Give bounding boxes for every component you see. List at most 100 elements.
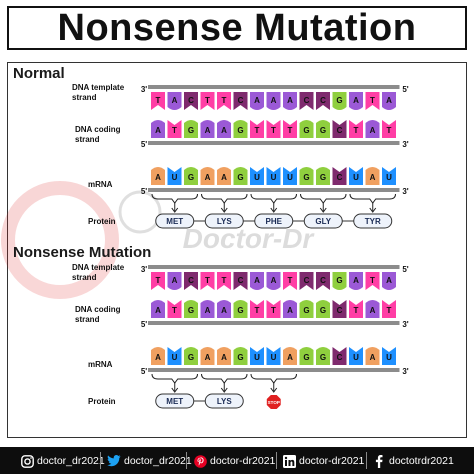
mutant-coding-base-G — [316, 300, 330, 318]
mutant-template-base-C — [233, 272, 248, 290]
mutant-coding-base-A — [283, 300, 297, 318]
normal-coding-base-letter: A — [221, 126, 227, 135]
normal-template-base-letter: A — [254, 96, 260, 105]
linkedin-icon — [282, 454, 296, 468]
normal-template-base-letter: C — [320, 96, 326, 105]
normal-mrna-base-letter: G — [188, 173, 194, 182]
normal-mrna-base-letter: A — [155, 173, 161, 182]
normal-template-base-C — [233, 92, 248, 110]
normal-template-backbone — [148, 85, 400, 89]
stop-sign-label: STOP — [268, 400, 280, 405]
mutant-mrna-base-letter: U — [254, 353, 260, 362]
mutant-template-right-end: 5' — [402, 265, 408, 274]
normal-template-base-letter: A — [386, 96, 392, 105]
mutant-coding-base-letter: G — [188, 306, 194, 315]
normal-template-base-letter: A — [271, 96, 277, 105]
footer-divider — [366, 452, 367, 469]
mutant-mrna-base-letter: U — [271, 353, 277, 362]
mutant-template-base-letter: C — [304, 276, 310, 285]
normal-coding-right-end: 3' — [402, 140, 408, 149]
mutant-template-base-A — [250, 272, 264, 290]
normal-template-label: strand — [72, 93, 97, 102]
normal-mrna-base-letter: C — [337, 173, 343, 182]
mutation-section-label: Nonsense Mutation — [13, 244, 152, 261]
normal-mrna-base-letter: U — [254, 173, 260, 182]
watermark-text: Doctor-Dr — [183, 223, 316, 254]
normal-template-base-C — [184, 92, 198, 110]
normal-amino-acid-label: PHE — [266, 217, 283, 226]
normal-template-base-A — [283, 92, 297, 110]
mutant-coding-base-T — [349, 300, 363, 318]
normal-section-label: Normal — [13, 65, 65, 82]
mutant-template-base-T — [200, 272, 215, 290]
mutant-coding-base-T — [266, 300, 281, 318]
mutant-coding-base-G — [233, 300, 248, 318]
normal-coding-base-G — [316, 120, 330, 138]
normal-coding-base-letter: T — [255, 126, 260, 135]
footer-divider — [100, 452, 101, 469]
normal-coding-backbone — [148, 141, 400, 145]
mutant-template-base-C — [299, 272, 314, 290]
normal-mrna-base-G — [233, 167, 248, 185]
mutant-codon-arrowhead — [220, 387, 228, 393]
normal-mrna-base-letter: U — [271, 173, 277, 182]
normal-template-base-letter: C — [238, 96, 244, 105]
mutant-template-base-letter: T — [370, 276, 375, 285]
normal-mrna-base-letter: G — [320, 173, 326, 182]
mutant-mrna-base-letter: G — [303, 353, 309, 362]
normal-coding-base-T — [349, 120, 363, 138]
normal-coding-base-letter: G — [237, 126, 243, 135]
mutant-coding-base-A — [217, 300, 231, 318]
mutant-template-base-letter: C — [320, 276, 326, 285]
footer-facebook[interactable]: doctotrdr2021 — [372, 453, 454, 469]
footer-pinterest[interactable]: doctor-dr2021 — [193, 453, 275, 469]
normal-template-base-letter: A — [172, 96, 178, 105]
normal-codon-arrowhead — [270, 207, 278, 213]
mutant-coding-base-C — [332, 300, 347, 318]
footer-linkedin[interactable]: doctor-dr2021 — [282, 453, 364, 469]
normal-template-label: DNA template — [72, 83, 125, 92]
normal-template-base-letter: T — [222, 96, 227, 105]
normal-coding-base-C — [332, 120, 347, 138]
mutant-template-left-end: 3' — [141, 265, 147, 274]
normal-coding-base-letter: T — [288, 126, 293, 135]
normal-template-right-end: 5' — [402, 85, 408, 94]
mutant-mrna-base-U — [250, 347, 264, 365]
mutant-mrna-base-G — [299, 347, 314, 365]
mutant-codon-arrowhead — [270, 387, 278, 393]
mutant-mrna-base-letter: U — [353, 353, 359, 362]
mutant-template-base-letter: A — [254, 276, 260, 285]
normal-mrna-base-letter: U — [353, 173, 359, 182]
mutant-mrna-base-letter: G — [188, 353, 194, 362]
mutant-mrna-base-G — [316, 347, 330, 365]
twitter-icon — [107, 454, 121, 468]
mutant-mrna-base-G — [233, 347, 248, 365]
mutant-coding-base-letter: T — [354, 306, 359, 315]
normal-coding-label: DNA coding — [75, 125, 121, 134]
normal-codon-bracket — [349, 193, 396, 204]
mutant-mrna-base-letter: G — [320, 353, 326, 362]
mutant-coding-base-letter: G — [237, 306, 243, 315]
mutant-template-base-A — [349, 272, 363, 290]
normal-mrna-base-letter: U — [172, 173, 178, 182]
mutant-template-base-C — [316, 272, 330, 290]
normal-coding-base-letter: G — [188, 126, 194, 135]
mutant-mrna-base-U — [349, 347, 363, 365]
normal-template-base-T — [217, 92, 231, 110]
footer-twitter[interactable]: doctor_dr2021 — [107, 453, 192, 469]
normal-template-base-C — [299, 92, 314, 110]
normal-protein-label: Protein — [88, 217, 116, 226]
mutant-coding-base-G — [184, 300, 198, 318]
mutant-template-base-A — [167, 272, 182, 290]
mutant-coding-base-letter: T — [271, 306, 276, 315]
footer-instagram[interactable]: doctor_dr2021 — [20, 453, 105, 469]
twitter-handle: doctor_dr2021 — [124, 455, 192, 467]
mutant-mrna-base-A — [200, 347, 215, 365]
normal-coding-base-letter: C — [337, 126, 343, 135]
mutant-template-base-letter: G — [336, 276, 342, 285]
pinterest-handle: doctor-dr2021 — [210, 455, 276, 467]
title-box: Nonsense Mutation — [7, 6, 467, 50]
mutant-mrna-base-letter: G — [237, 353, 243, 362]
normal-template-base-A — [250, 92, 264, 110]
